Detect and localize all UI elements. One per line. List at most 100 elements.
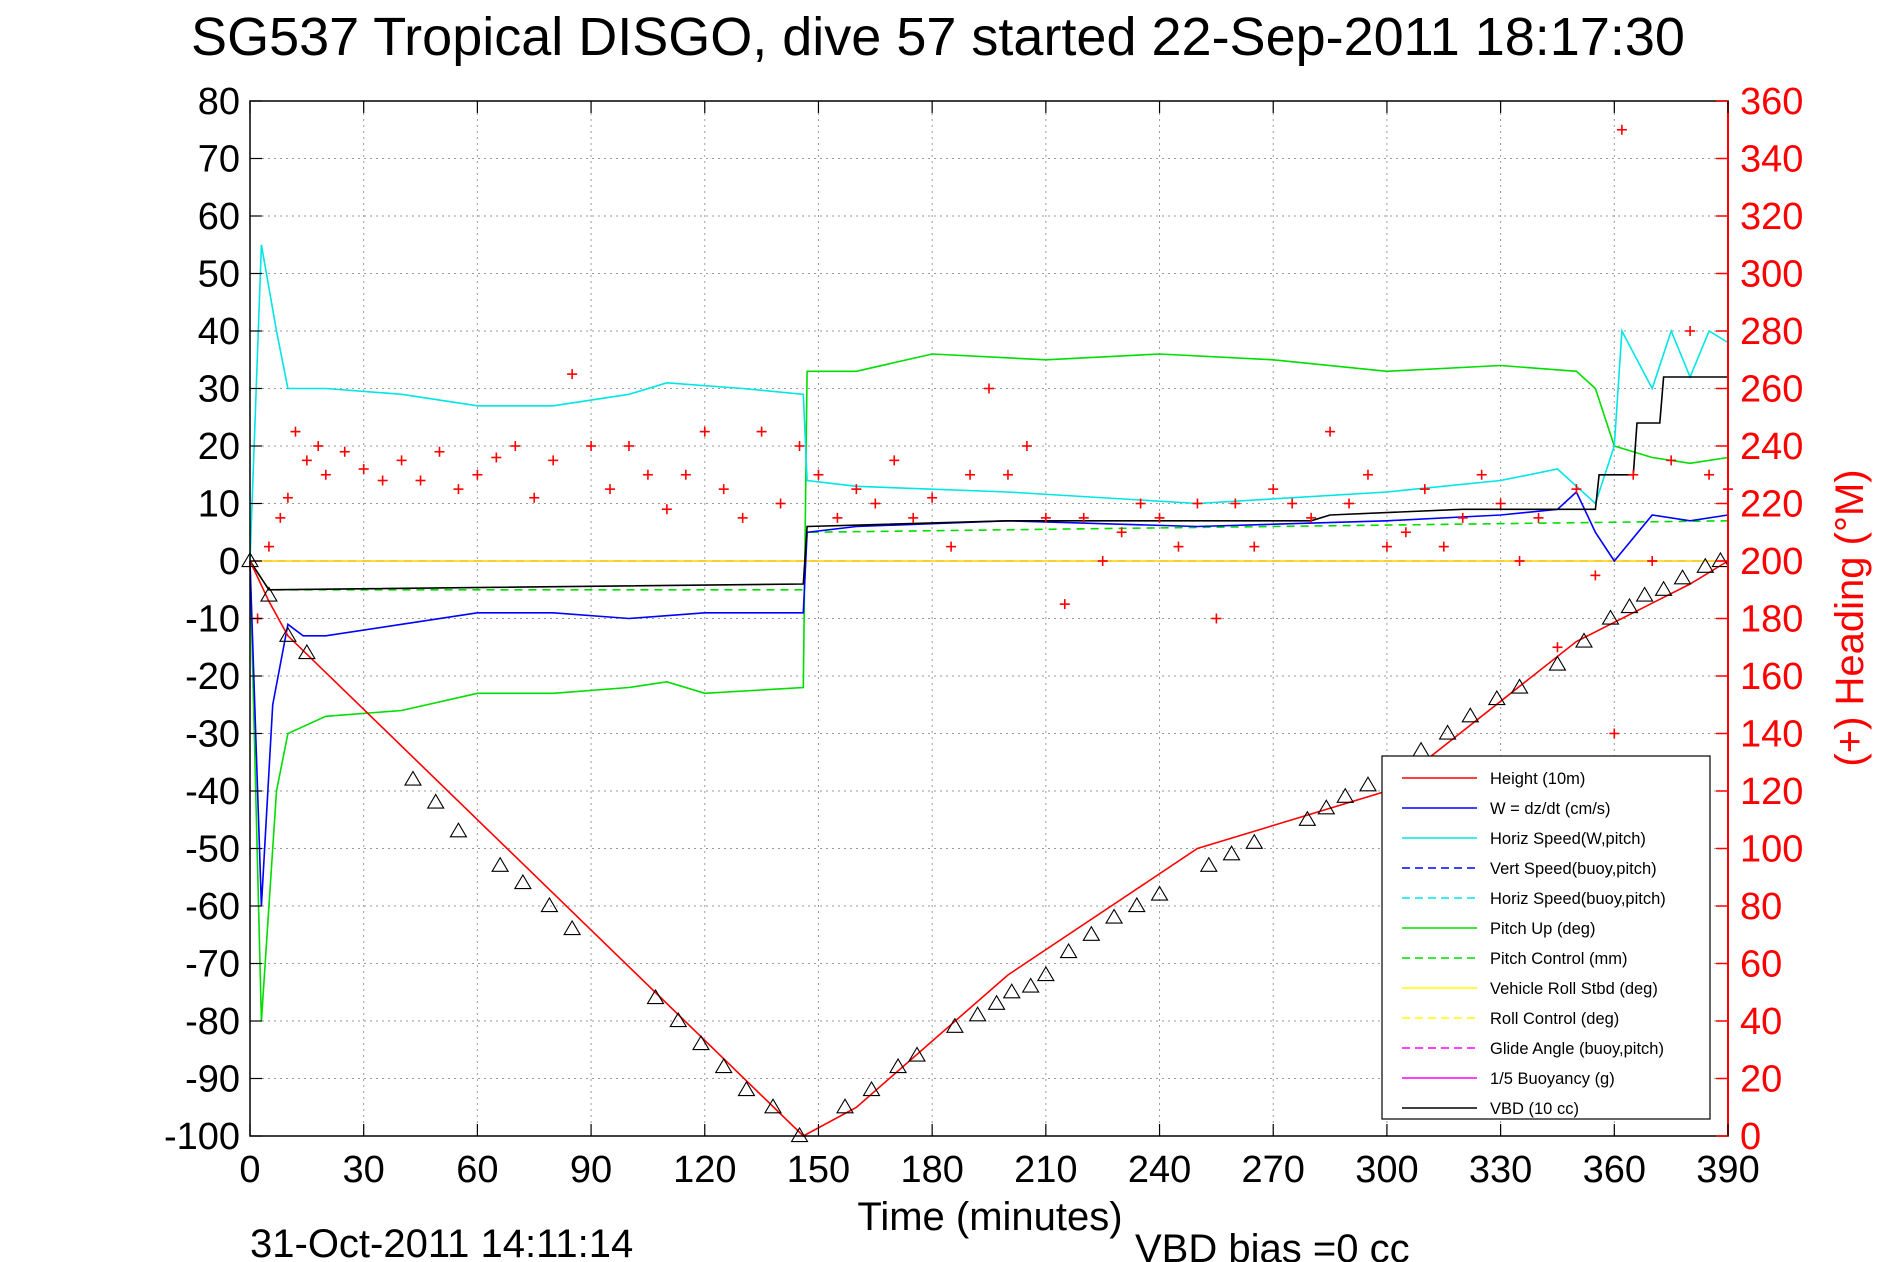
heading-marker [1249, 541, 1260, 552]
vbd-triangle-marker [1036, 965, 1055, 982]
heading-marker [1173, 541, 1184, 552]
vbd-triangle-marker [278, 626, 297, 642]
y-right-tick-label: 360 [1740, 81, 1803, 123]
heading-marker [1078, 512, 1089, 523]
y-right-tick-label: 140 [1740, 714, 1803, 756]
heading-marker [1400, 527, 1411, 538]
legend-label: Height (10m) [1490, 770, 1585, 788]
vbd-triangle-marker [1002, 983, 1021, 999]
vbd-triangle-marker [1487, 689, 1506, 706]
vbd-triangle-marker [945, 1017, 964, 1033]
legend-label: Pitch Control (mm) [1490, 950, 1628, 968]
heading-marker [472, 469, 483, 480]
vbd-triangle-marker [1359, 776, 1377, 792]
x-tick-label: 30 [343, 1149, 385, 1191]
heading-marker [567, 369, 578, 380]
heading-markers [252, 124, 1733, 739]
heading-marker [1571, 484, 1582, 495]
heading-marker [851, 484, 862, 495]
y-right-tick-label: 80 [1740, 886, 1782, 928]
y-left-tick-label: 70 [198, 139, 240, 181]
heading-marker [1616, 124, 1627, 135]
vbd-triangle-marker [1654, 580, 1673, 596]
series-line-0 [249, 560, 1729, 1137]
footer-vbd-bias: VBD bias =0 cc [1135, 1227, 1410, 1262]
vbd-triangle-marker [1601, 609, 1620, 625]
heading-marker [290, 426, 301, 437]
heading-marker [1116, 527, 1127, 538]
vbd-triangle-marker [908, 1046, 926, 1062]
y-left-tick-label: -60 [185, 886, 240, 928]
heading-marker [1059, 599, 1070, 610]
heading-marker [737, 512, 748, 523]
y-right-tick-label: 340 [1740, 139, 1803, 181]
heading-marker [1438, 541, 1449, 552]
heading-marker [605, 484, 616, 495]
heading-marker [358, 464, 369, 474]
heading-marker [775, 498, 786, 509]
heading-marker [1135, 498, 1146, 509]
bottom-axis-ticks: 0 30 60 90 120 150 180 210 240 270 300 330 360 390 [239, 101, 1760, 1191]
vbd-triangle-marker [1021, 977, 1040, 993]
heading-marker [661, 504, 672, 515]
vbd-triangle-marker [1711, 551, 1730, 568]
vbd-triangle-marker [1245, 833, 1264, 849]
vbd-triangle-marker [764, 1098, 782, 1114]
heading-marker [946, 541, 957, 552]
vbd-triangle-marker [692, 1034, 710, 1051]
heading-marker [1344, 498, 1355, 509]
vbd-triangle-marker [1461, 707, 1480, 723]
y-right-tick-label: 320 [1740, 196, 1803, 238]
vbd-triangle-marker [1317, 799, 1336, 815]
left-axis-ticks: 80 70 60 50 40 30 20 10 0 -10 -20 -30 -40 -50 -60 -70 -8… [164, 81, 262, 1158]
vbd-triangle-marker [403, 770, 422, 786]
y-right-tick-label: 20 [1740, 1059, 1782, 1101]
y-left-tick-label: -90 [185, 1059, 240, 1101]
heading-marker [377, 475, 388, 486]
x-tick-label: 360 [1583, 1149, 1646, 1191]
heading-marker [491, 452, 502, 463]
vbd-triangle-marker [1620, 597, 1639, 614]
y-left-tick-label: 30 [198, 369, 240, 411]
y-left-tick-label: -30 [185, 714, 240, 756]
heading-marker [313, 441, 324, 451]
y-right-tick-label: 40 [1740, 1001, 1782, 1043]
y-right-tick-label: 100 [1740, 829, 1803, 871]
heading-marker [832, 512, 843, 523]
heading-marker [1514, 556, 1525, 566]
heading-marker [756, 426, 767, 437]
x-tick-label: 60 [456, 1149, 498, 1191]
heading-marker [680, 469, 691, 480]
x-tick-label: 330 [1469, 1149, 1532, 1191]
heading-marker [623, 441, 634, 451]
heading-marker [282, 492, 293, 503]
heading-marker [1609, 728, 1620, 739]
heading-marker [813, 469, 824, 480]
y-left-tick-label: 40 [198, 311, 240, 353]
y-left-tick-label: 10 [198, 484, 240, 526]
y-right-tick-label: 160 [1740, 656, 1803, 698]
vbd-triangle-marker [1150, 885, 1169, 901]
heading-marker [396, 455, 407, 466]
legend-label: VBD (10 cc) [1490, 1100, 1579, 1118]
heading-marker [415, 475, 426, 486]
heading-marker [1590, 570, 1601, 581]
heading-marker [1002, 469, 1013, 480]
legend-label: Roll Control (deg) [1490, 1010, 1619, 1028]
heading-marker [320, 469, 331, 480]
heading-marker [1230, 498, 1241, 509]
y-left-tick-label: -10 [185, 599, 240, 641]
heading-marker [699, 426, 710, 437]
vbd-triangle-marker [1222, 845, 1241, 861]
heading-marker [339, 446, 350, 457]
heading-marker [1097, 556, 1108, 566]
x-tick-label: 300 [1355, 1149, 1418, 1191]
vbd-triangle-marker [426, 793, 445, 809]
heading-marker [718, 484, 729, 495]
y-left-tick-label: 20 [198, 426, 240, 468]
y-right-tick-label: 120 [1740, 771, 1803, 813]
heading-marker [927, 492, 938, 503]
vbd-triangle-marker [889, 1057, 908, 1074]
x-tick-label: 210 [1014, 1149, 1077, 1191]
